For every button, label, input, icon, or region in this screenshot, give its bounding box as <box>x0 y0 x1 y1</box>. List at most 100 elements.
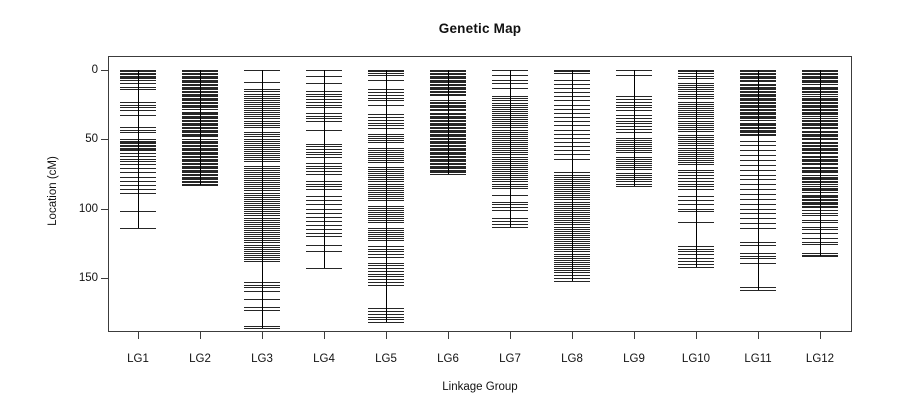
marker-tick <box>368 265 404 267</box>
marker-tick <box>554 201 590 203</box>
marker-tick <box>306 90 342 92</box>
marker-tick <box>740 101 776 103</box>
marker-tick <box>554 272 590 274</box>
marker-tick <box>244 298 280 300</box>
marker-tick <box>182 139 218 141</box>
marker-tick <box>368 276 404 278</box>
marker-tick <box>306 96 342 98</box>
marker-tick <box>244 281 280 283</box>
marker-tick <box>368 139 404 141</box>
marker-tick <box>802 74 838 76</box>
marker-tick <box>244 95 280 97</box>
marker-tick <box>182 160 218 162</box>
marker-tick <box>430 108 466 110</box>
marker-tick <box>244 126 280 128</box>
marker-tick <box>182 104 218 106</box>
marker-tick <box>616 162 652 164</box>
marker-tick <box>802 93 838 95</box>
marker-tick <box>430 155 466 157</box>
x-axis-tick-label: LG6 <box>437 353 459 365</box>
marker-tick <box>368 254 404 256</box>
marker-tick <box>616 131 652 133</box>
marker-tick <box>368 222 404 224</box>
marker-tick <box>554 251 590 253</box>
marker-tick <box>244 232 280 234</box>
marker-tick <box>430 165 466 167</box>
marker-tick <box>802 143 838 145</box>
marker-tick <box>554 172 590 174</box>
marker-tick <box>616 123 652 125</box>
marker-tick <box>492 112 528 114</box>
marker-tick <box>120 110 156 112</box>
marker-tick <box>554 274 590 276</box>
marker-tick <box>120 76 156 78</box>
marker-tick <box>554 150 590 152</box>
marker-tick <box>244 205 280 207</box>
marker-tick <box>182 126 218 128</box>
marker-tick <box>430 133 466 135</box>
marker-tick <box>678 254 714 256</box>
marker-tick <box>678 183 714 185</box>
marker-tick <box>616 139 652 141</box>
marker-tick <box>244 101 280 103</box>
marker-tick <box>678 106 714 107</box>
marker-tick <box>802 136 838 138</box>
marker-tick <box>306 70 342 71</box>
marker-tick <box>740 174 776 176</box>
y-axis-tick <box>101 277 108 279</box>
marker-tick <box>182 132 218 134</box>
marker-tick <box>182 124 218 125</box>
marker-tick <box>802 200 838 202</box>
marker-tick <box>554 189 590 191</box>
marker-tick <box>802 137 838 139</box>
marker-tick <box>678 261 714 263</box>
marker-tick <box>554 79 590 81</box>
marker-tick <box>678 124 714 126</box>
marker-tick <box>740 71 776 73</box>
x-axis-tick-label: LG5 <box>375 353 397 365</box>
marker-tick <box>802 183 838 185</box>
marker-tick <box>554 277 590 279</box>
x-axis-tick-label: LG9 <box>623 353 645 365</box>
marker-tick <box>120 227 156 229</box>
marker-tick <box>740 74 776 76</box>
marker-tick <box>740 223 776 225</box>
marker-tick <box>430 85 466 87</box>
marker-tick <box>430 150 466 152</box>
marker-tick <box>244 175 280 177</box>
marker-tick <box>368 227 404 229</box>
marker-tick <box>554 104 590 106</box>
marker-tick <box>182 74 218 76</box>
marker-tick <box>368 104 404 106</box>
marker-tick <box>368 308 404 310</box>
marker-tick <box>430 140 466 142</box>
marker-tick <box>306 93 342 95</box>
x-axis-tick <box>386 332 387 339</box>
marker-tick <box>616 74 652 76</box>
marker-tick <box>554 92 590 94</box>
marker-tick <box>244 327 280 329</box>
marker-tick <box>368 256 404 258</box>
marker-tick <box>554 137 590 139</box>
marker-tick <box>244 182 280 184</box>
marker-tick <box>244 165 280 167</box>
marker-tick <box>678 245 714 247</box>
marker-tick <box>182 115 218 117</box>
marker-tick <box>368 173 404 175</box>
marker-tick <box>306 225 342 227</box>
marker-tick <box>616 70 652 71</box>
marker-tick <box>554 100 590 102</box>
marker-tick <box>802 103 838 105</box>
marker-tick <box>678 141 714 143</box>
marker-tick <box>740 218 776 220</box>
marker-tick <box>678 258 714 260</box>
marker-tick <box>244 138 280 140</box>
marker-tick <box>616 177 652 179</box>
marker-tick <box>554 108 590 110</box>
marker-tick <box>368 187 404 189</box>
marker-tick <box>430 88 466 89</box>
marker-tick <box>740 125 776 127</box>
marker-tick <box>802 125 838 127</box>
marker-tick <box>368 185 404 187</box>
marker-tick <box>182 153 218 155</box>
